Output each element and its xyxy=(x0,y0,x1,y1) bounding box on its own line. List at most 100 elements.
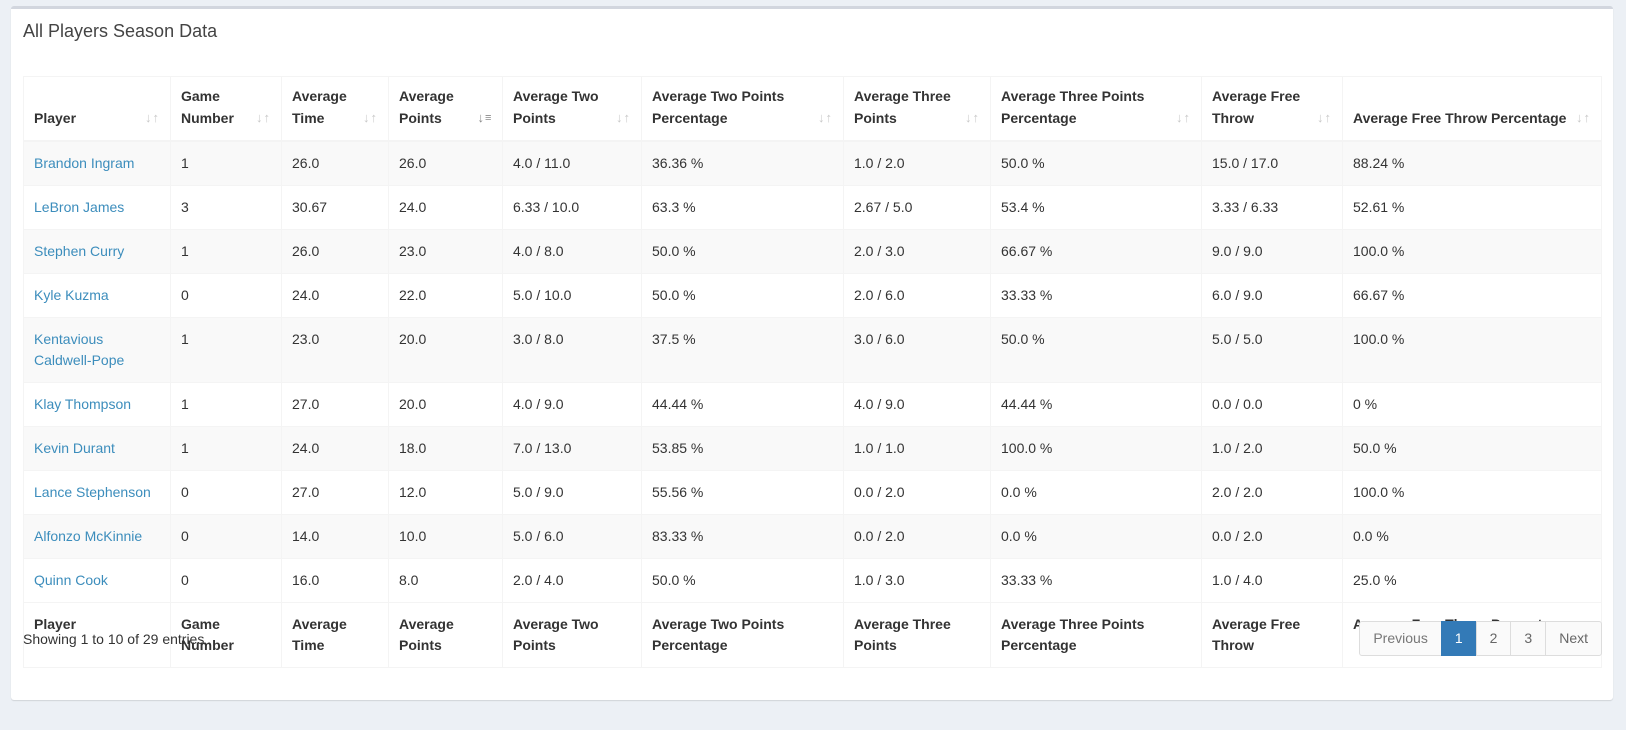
column-header-label: Game Number xyxy=(181,87,234,126)
column-header-player[interactable]: Player ↓ ↑ xyxy=(23,76,171,142)
pagination: Previous 1 2 3 Next xyxy=(1359,621,1602,656)
cell-average-two-points-percentage: 50.0 % xyxy=(641,557,844,603)
player-link[interactable]: LeBron James xyxy=(34,198,125,215)
player-link[interactable]: Kentavious Caldwell-Pope xyxy=(34,330,125,368)
table-body: Brandon Ingram 1 26.0 26.0 4.0 / 11.0 36.36 %… xyxy=(23,140,1602,603)
cell-average-free-throw: 5.0 / 5.0 xyxy=(1201,316,1343,383)
cell-average-three-points-percentage: 0.0 % xyxy=(990,513,1202,559)
cell-average-three-points-percentage: 50.0 % xyxy=(990,316,1202,383)
cell-average-two-points-percentage: 83.33 % xyxy=(641,513,844,559)
cell-average-three-points-percentage: 66.67 % xyxy=(990,228,1202,274)
cell-game-number: 1 xyxy=(170,425,282,471)
column-header-average-time[interactable]: Average Time ↓ ↑ xyxy=(281,76,389,142)
column-header-label: Average Time xyxy=(292,87,347,126)
cell-average-free-throw: 3.33 / 6.33 xyxy=(1201,184,1343,230)
cell-player: Kyle Kuzma xyxy=(23,272,171,318)
cell-average-three-points: 0.0 / 2.0 xyxy=(843,513,991,559)
column-footer-average-time: Average Time xyxy=(281,601,389,668)
cell-average-points: 18.0 xyxy=(388,425,503,471)
cell-average-two-points-percentage: 55.56 % xyxy=(641,469,844,515)
sort-both-icon[interactable]: ↓ ↑ xyxy=(616,109,630,125)
column-header-average-two-points[interactable]: Average Two Points ↓ ↑ xyxy=(502,76,642,142)
player-link[interactable]: Brandon Ingram xyxy=(34,154,135,171)
player-link[interactable]: Klay Thompson xyxy=(34,395,132,412)
cell-average-time: 27.0 xyxy=(281,381,389,427)
sort-both-icon[interactable]: ↓ ↑ xyxy=(1576,109,1590,125)
sort-desc-icon[interactable]: ↓ ≡ xyxy=(477,109,492,125)
player-link[interactable]: Lance Stephenson xyxy=(34,483,151,500)
table-row: LeBron James 3 30.67 24.0 6.33 / 10.0 63.3 % 2… xyxy=(23,184,1602,230)
column-header-average-two-points-percentage[interactable]: Average Two Points Percentage ↓ ↑ xyxy=(641,76,844,142)
table-row: Alfonzo McKinnie 0 14.0 10.0 5.0 / 6.0 83.33 … xyxy=(23,513,1602,559)
player-link[interactable]: Quinn Cook xyxy=(34,571,108,588)
header-row: Player ↓ ↑ Game Number ↓ ↑ Average Time ↓ ↑ Avera… xyxy=(23,76,1602,142)
cell-average-free-throw: 0.0 / 2.0 xyxy=(1201,513,1343,559)
cell-game-number: 1 xyxy=(170,381,282,427)
cell-player: Klay Thompson xyxy=(23,381,171,427)
column-footer-average-free-throw: Average Free Throw xyxy=(1201,601,1343,668)
column-header-average-points[interactable]: Average Points ↓ ≡ xyxy=(388,76,503,142)
column-header-label: Average Three Points Percentage xyxy=(1001,87,1145,126)
cell-player: Lance Stephenson xyxy=(23,469,171,515)
cell-average-time: 24.0 xyxy=(281,272,389,318)
column-header-average-three-points[interactable]: Average Three Points ↓ ↑ xyxy=(843,76,991,142)
cell-average-two-points: 4.0 / 8.0 xyxy=(502,228,642,274)
page-2-button[interactable]: 2 xyxy=(1475,621,1512,656)
cell-average-free-throw-percentage: 100.0 % xyxy=(1342,316,1602,383)
cell-average-two-points: 6.33 / 10.0 xyxy=(502,184,642,230)
column-header-average-free-throw-percentage[interactable]: Average Free Throw Percentage ↓ ↑ xyxy=(1342,76,1602,142)
cell-average-free-throw: 6.0 / 9.0 xyxy=(1201,272,1343,318)
column-footer-player: Player xyxy=(23,601,171,668)
table-header: Player ↓ ↑ Game Number ↓ ↑ Average Time ↓ ↑ Avera… xyxy=(23,76,1602,142)
player-link[interactable]: Stephen Curry xyxy=(34,242,125,259)
table-row: Kyle Kuzma 0 24.0 22.0 5.0 / 10.0 50.0 % 2.0 /… xyxy=(23,272,1602,318)
cell-average-three-points: 1.0 / 1.0 xyxy=(843,425,991,471)
cell-game-number: 0 xyxy=(170,272,282,318)
column-footer-average-three-points-percentage: Average Three Points Percentage xyxy=(990,601,1202,668)
column-header-average-free-throw[interactable]: Average Free Throw ↓ ↑ xyxy=(1201,76,1343,142)
sort-both-icon[interactable]: ↓ ↑ xyxy=(818,109,832,125)
cell-average-three-points-percentage: 44.44 % xyxy=(990,381,1202,427)
sort-both-icon[interactable]: ↓ ↑ xyxy=(256,109,270,125)
sort-both-icon[interactable]: ↓ ↑ xyxy=(1176,109,1190,125)
cell-average-free-throw: 1.0 / 2.0 xyxy=(1201,425,1343,471)
cell-game-number: 0 xyxy=(170,557,282,603)
cell-average-time: 16.0 xyxy=(281,557,389,603)
cell-average-two-points-percentage: 50.0 % xyxy=(641,272,844,318)
cell-average-three-points-percentage: 33.33 % xyxy=(990,272,1202,318)
cell-average-two-points-percentage: 44.44 % xyxy=(641,381,844,427)
sort-both-icon[interactable]: ↓ ↑ xyxy=(1317,109,1331,125)
next-page-button[interactable]: Next xyxy=(1545,621,1602,656)
cell-average-three-points: 2.67 / 5.0 xyxy=(843,184,991,230)
column-header-average-three-points-percentage[interactable]: Average Three Points Percentage ↓ ↑ xyxy=(990,76,1202,142)
sort-both-icon[interactable]: ↓ ↑ xyxy=(965,109,979,125)
cell-average-free-throw-percentage: 88.24 % xyxy=(1342,140,1602,186)
cell-average-two-points: 4.0 / 11.0 xyxy=(502,140,642,186)
cell-average-two-points-percentage: 36.36 % xyxy=(641,140,844,186)
previous-page-button[interactable]: Previous xyxy=(1359,621,1442,656)
player-link[interactable]: Kyle Kuzma xyxy=(34,286,109,303)
sort-both-icon[interactable]: ↓ ↑ xyxy=(363,109,377,125)
cell-average-three-points-percentage: 100.0 % xyxy=(990,425,1202,471)
player-link[interactable]: Alfonzo McKinnie xyxy=(34,527,143,544)
cell-average-three-points-percentage: 0.0 % xyxy=(990,469,1202,515)
cell-average-free-throw: 0.0 / 0.0 xyxy=(1201,381,1343,427)
sort-both-icon[interactable]: ↓ ↑ xyxy=(145,109,159,125)
cell-average-time: 30.67 xyxy=(281,184,389,230)
cell-average-two-points: 3.0 / 8.0 xyxy=(502,316,642,383)
cell-game-number: 1 xyxy=(170,140,282,186)
cell-game-number: 0 xyxy=(170,469,282,515)
table-row: Stephen Curry 1 26.0 23.0 4.0 / 8.0 50.0 % 2.0… xyxy=(23,228,1602,274)
page-1-button[interactable]: 1 xyxy=(1440,621,1477,656)
cell-average-three-points: 2.0 / 6.0 xyxy=(843,272,991,318)
cell-player: Brandon Ingram xyxy=(23,140,171,186)
cell-average-free-throw: 15.0 / 17.0 xyxy=(1201,140,1343,186)
table-row: Kevin Durant 1 24.0 18.0 7.0 / 13.0 53.85 % 1.… xyxy=(23,425,1602,471)
page-3-button[interactable]: 3 xyxy=(1510,621,1547,656)
column-header-game-number[interactable]: Game Number ↓ ↑ xyxy=(170,76,282,142)
cell-average-three-points-percentage: 50.0 % xyxy=(990,140,1202,186)
cell-player: Kentavious Caldwell-Pope xyxy=(23,316,171,383)
table-wrapper: Player ↓ ↑ Game Number ↓ ↑ Average Time ↓ ↑ Avera… xyxy=(23,76,1602,668)
player-link[interactable]: Kevin Durant xyxy=(34,439,115,456)
cell-average-two-points-percentage: 37.5 % xyxy=(641,316,844,383)
